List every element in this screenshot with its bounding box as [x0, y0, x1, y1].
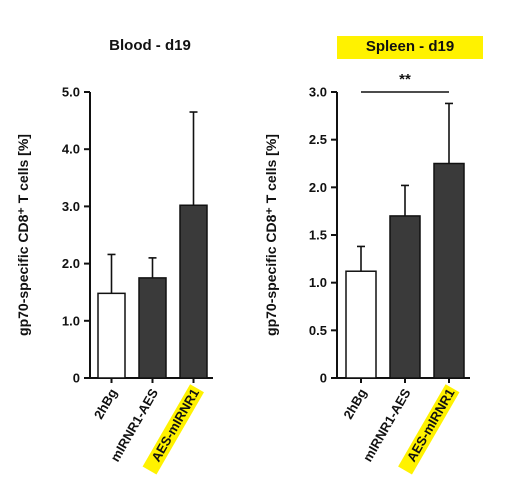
y-tick-label: 1.0 — [62, 313, 80, 328]
bar-AES-mIRNR1 — [433, 162, 465, 379]
y-axis-label: gp70-specific CD8⁺ T cells [%] — [263, 134, 279, 336]
chart-panel-1: Blood - d19 gp70-specific CD8⁺ T cells [%… — [15, 37, 213, 475]
y-tick-label: 0 — [320, 371, 327, 386]
chart-title: Spleen - d19 — [366, 38, 454, 55]
chart-title: Blood - d19 — [109, 37, 191, 54]
category-label: AES-mIRNR1 — [404, 386, 458, 464]
category-highlight — [398, 384, 460, 475]
category-label: 2hBg — [91, 386, 120, 422]
category-label: 2hBg — [340, 386, 369, 422]
y-tick-label: 0 — [73, 371, 80, 386]
y-tick-label: 1.5 — [309, 228, 327, 243]
significance-label: ** — [399, 71, 411, 88]
bar-2hBg — [97, 292, 126, 379]
y-tick-label: 2.5 — [309, 132, 327, 147]
y-tick-label: 3.0 — [309, 85, 327, 100]
y-tick-label: 0.5 — [309, 323, 327, 338]
y-tick-label: 1.0 — [309, 275, 327, 290]
chart-panel-2: Spleen - d19 gp70-specific CD8⁺ T cells [… — [263, 36, 483, 475]
title-highlight — [337, 36, 483, 59]
category-highlight — [142, 384, 204, 475]
y-tick-label: 5.0 — [62, 85, 80, 100]
y-axis-label: gp70-specific CD8⁺ T cells [%] — [15, 134, 31, 336]
bar-mIRNR1-AES — [389, 215, 421, 379]
y-tick-label: 4.0 — [62, 142, 80, 157]
y-tick-label: 3.0 — [62, 199, 80, 214]
y-tick-label: 2.0 — [309, 180, 327, 195]
y-tick-label: 2.0 — [62, 256, 80, 271]
bar-AES-mIRNR1 — [179, 204, 208, 379]
bar-2hBg — [345, 270, 377, 379]
bar-mIRNR1-AES — [138, 277, 167, 379]
